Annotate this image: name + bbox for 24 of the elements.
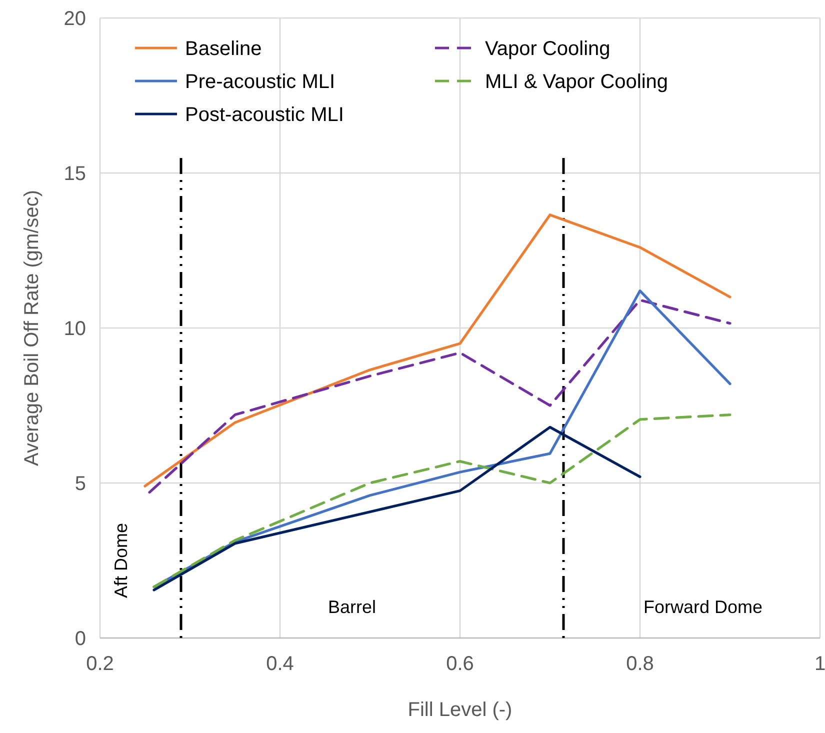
legend-label: Post-acoustic MLI [185, 104, 344, 126]
x-tick-label: 0.8 [626, 653, 654, 675]
x-tick-label: 1 [814, 653, 825, 675]
y-tick-label: 20 [64, 8, 86, 30]
legend-label: MLI & Vapor Cooling [485, 71, 668, 93]
line-series [152, 426, 642, 592]
x-tick-label: 0.6 [446, 653, 474, 675]
y-tick-label: 0 [74, 628, 86, 650]
line-series [144, 214, 732, 488]
x-tick-label: 0.4 [266, 653, 294, 675]
legend-label: Pre-acoustic MLI [185, 71, 336, 93]
y-tick-label: 10 [64, 318, 86, 340]
legend-label: Vapor Cooling [485, 38, 610, 60]
x-tick-label: 0.2 [86, 653, 114, 675]
y-axis-title: Average Boil Off Rate (gm/sec) [21, 190, 43, 466]
annotation: Aft Dome [111, 522, 131, 598]
y-tick-label: 5 [74, 473, 86, 495]
x-axis-title: Fill Level (-) [408, 699, 512, 721]
legend-label: Baseline [185, 38, 262, 60]
line-series [148, 298, 732, 494]
line-series [152, 414, 732, 588]
y-tick-label: 15 [64, 163, 86, 185]
annotation: Forward Dome [643, 597, 763, 618]
annotation: Barrel [328, 597, 376, 618]
